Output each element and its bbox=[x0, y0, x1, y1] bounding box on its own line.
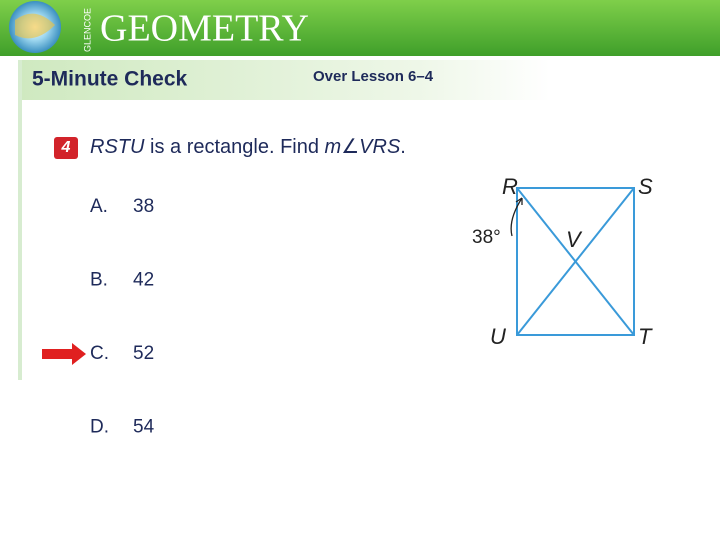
header-title: GEOMETRY bbox=[100, 8, 309, 50]
question-part: m bbox=[325, 136, 342, 158]
diagonal bbox=[516, 187, 635, 336]
choice-letter: C. bbox=[90, 343, 109, 364]
question-part: is a rectangle. Find bbox=[144, 136, 324, 158]
angle-arrowhead bbox=[515, 197, 523, 205]
answer-arrow bbox=[42, 343, 86, 365]
brand: GLENCOE bbox=[82, 8, 92, 52]
question-part: ∠ bbox=[341, 136, 359, 158]
vertex-label: S bbox=[638, 174, 653, 199]
choice-letter: B. bbox=[90, 270, 108, 291]
choice-letter: A. bbox=[90, 196, 108, 217]
vertex-label: R bbox=[502, 174, 518, 199]
question-text: RSTU is a rectangle. Find m∠VRS. bbox=[90, 136, 406, 158]
question-part: RSTU bbox=[90, 136, 145, 158]
question-number: 4 bbox=[61, 139, 71, 156]
choice-text: 52 bbox=[133, 343, 154, 364]
choices: A. 38 B. 42 C. 52 D. 54 bbox=[42, 196, 155, 438]
lesson: Over Lesson 6–4 bbox=[313, 68, 434, 85]
vertex-label: T bbox=[638, 324, 653, 349]
logo-swirl bbox=[15, 13, 55, 39]
rectangle bbox=[516, 187, 635, 336]
vertex-label: U bbox=[490, 324, 506, 349]
vertex-label: V bbox=[566, 227, 583, 252]
section-title: 5-Minute Check bbox=[32, 68, 188, 91]
choice-text: 54 bbox=[133, 417, 155, 438]
question-part: VRS bbox=[359, 136, 401, 158]
side-bar bbox=[18, 60, 22, 380]
choice-text: 42 bbox=[133, 270, 154, 291]
question-part: . bbox=[400, 136, 406, 158]
choice-letter: D. bbox=[90, 417, 109, 438]
choice-text: 38 bbox=[133, 196, 154, 217]
section-band bbox=[20, 60, 550, 100]
header-band bbox=[0, 0, 720, 56]
angle-arc bbox=[510, 197, 523, 237]
angle-label: 38° bbox=[472, 227, 501, 248]
question-number-box bbox=[54, 137, 78, 159]
